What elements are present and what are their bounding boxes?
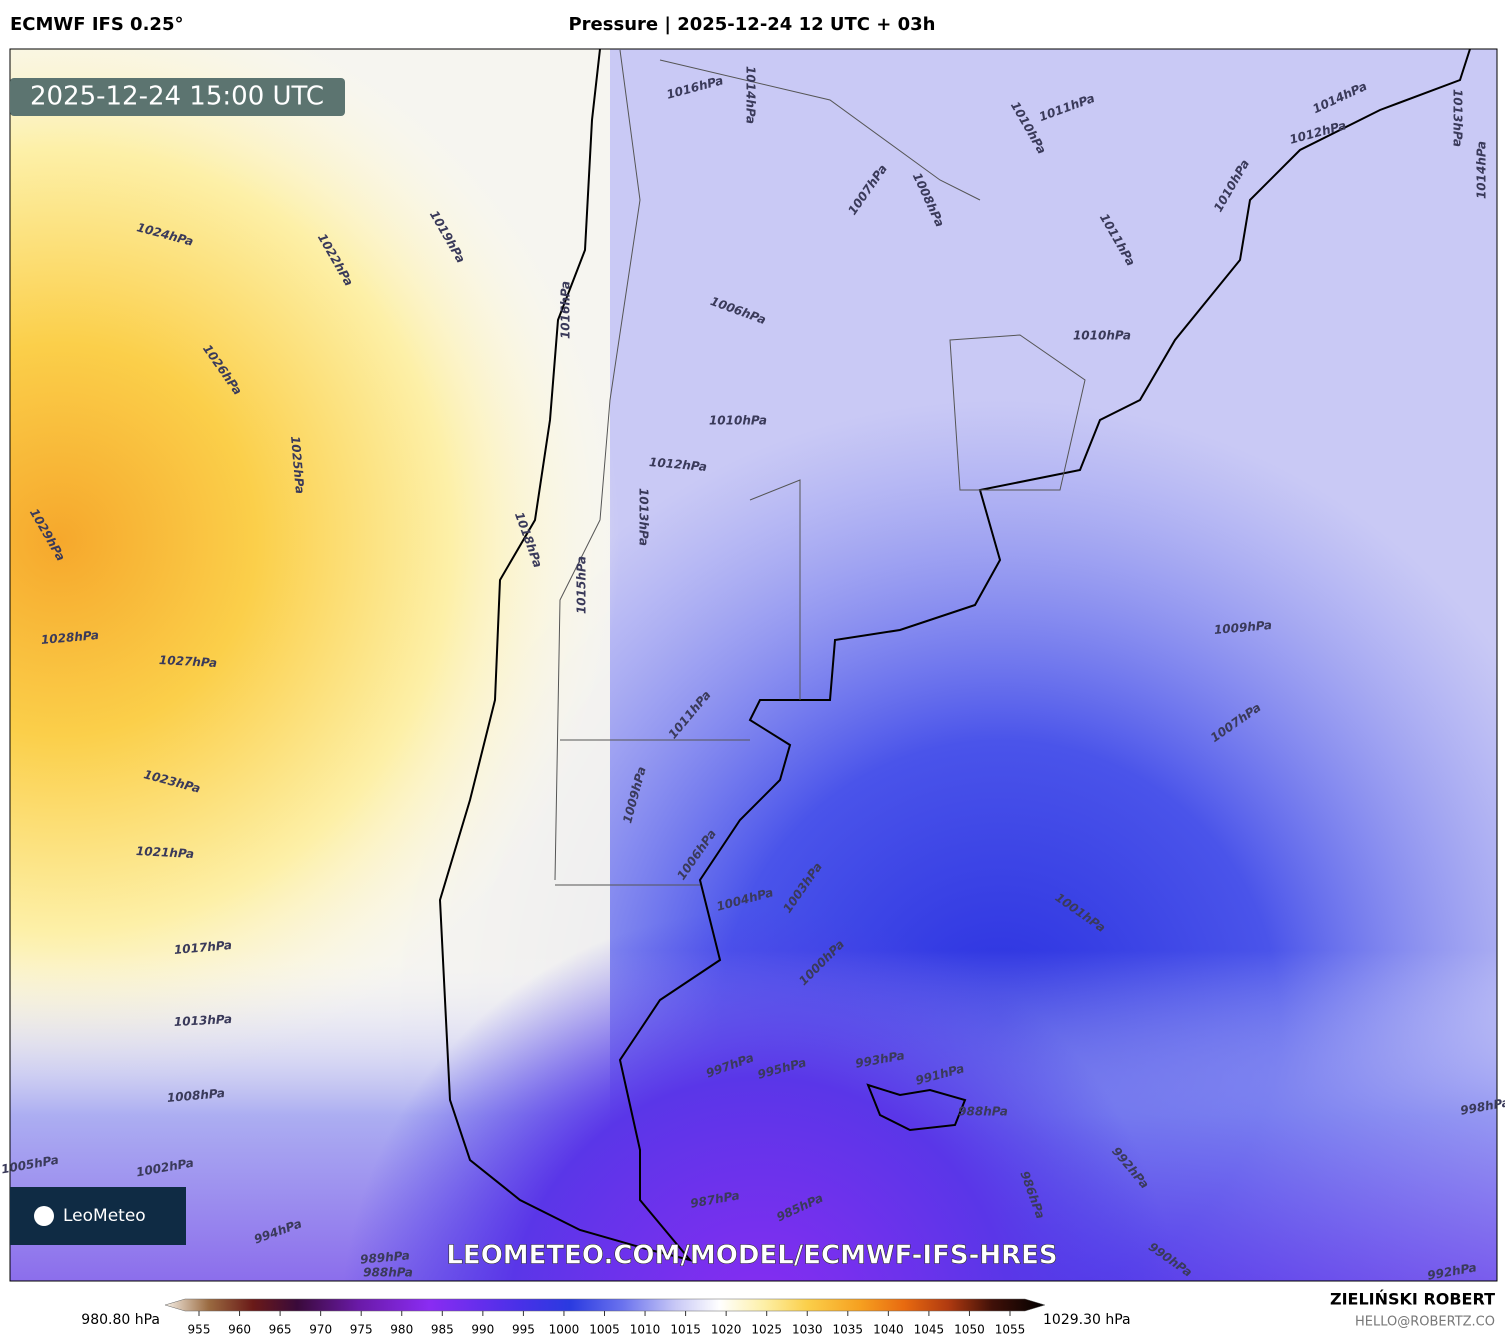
isobar-label: 1028hPa — [40, 628, 99, 647]
colorbar-ticks: 955 960 965 970 975 980 985 990 995 1000 1005 1010 1… — [188, 1311, 1026, 1337]
colorbar-tick-label: 1055 — [995, 1323, 1026, 1337]
colorbar-min: 980.80 hPa — [81, 1312, 160, 1328]
watermark: LEOMETEO.COM/MODEL/ECMWF-IFS-HRES — [446, 1241, 1057, 1271]
colorbar-tick-label: 975 — [350, 1323, 373, 1337]
isobar-label: 988hPa — [363, 1266, 413, 1280]
colorbar-tick-label: 1020 — [711, 1323, 742, 1337]
colorbar-max: 1029.30 hPa — [1043, 1312, 1131, 1328]
valid-time: 2025-12-24 15:00 UTC — [30, 82, 324, 112]
map — [10, 49, 1497, 1281]
isobar-label: 1008hPa — [166, 1086, 225, 1105]
isobar-label: 1027hPa — [159, 653, 218, 670]
isobar-label: 1014hPa — [744, 66, 758, 124]
colorbar — [164, 1298, 1046, 1312]
colorbar-tick-label: 1000 — [549, 1323, 580, 1337]
colorbar-tick-label: 985 — [431, 1323, 454, 1337]
isobar-label: 1014hPa — [1475, 141, 1489, 199]
logo-sun — [34, 1206, 54, 1226]
colorbar-tick-label: 1010 — [630, 1323, 661, 1337]
colorbar-tick-label: 1025 — [751, 1323, 782, 1337]
model-name: ECMWF IFS 0.25° — [10, 14, 183, 35]
colorbar-tick-label: 970 — [309, 1323, 332, 1337]
isobar-label: 989hPa — [360, 1248, 411, 1266]
isobar-label: 1025hPa — [288, 435, 307, 494]
logo-text: LeoMeteo — [63, 1206, 146, 1226]
credit-name: ZIELIŃSKI ROBERT — [1330, 1290, 1495, 1309]
isobar-label: 1013hPa — [637, 488, 651, 546]
isobar-label: 1017hPa — [173, 938, 232, 957]
isobar-label: 1015hPa — [575, 556, 589, 614]
colorbar-tick-label: 1040 — [873, 1323, 904, 1337]
isobar-label: 1009hPa — [1213, 618, 1272, 637]
colorbar-tick-label: 1035 — [833, 1323, 864, 1337]
colorbar-tick-label: 980 — [390, 1323, 413, 1337]
chart-title: Pressure | 2025-12-24 12 UTC + 03h — [568, 14, 935, 35]
colorbar-tick-label: 995 — [512, 1323, 535, 1337]
colorbar-tick-label: 965 — [269, 1323, 292, 1337]
colorbar-tick-label: 1045 — [914, 1323, 945, 1337]
colorbar-tick-label: 955 — [188, 1323, 211, 1337]
time-badge — [10, 78, 345, 116]
isobar-label: 1016hPa — [559, 281, 573, 339]
isobar-label: 1010hPa — [1073, 329, 1131, 343]
isobar-label: 1012hPa — [649, 455, 708, 474]
colorbar-tick-label: 1005 — [589, 1323, 620, 1337]
colorbar-tick-label: 1030 — [792, 1323, 823, 1337]
isobar-label: 988hPa — [958, 1105, 1008, 1119]
isobar-label: 1010hPa — [709, 414, 767, 428]
colorbar-tick-label: 1050 — [954, 1323, 985, 1337]
credit-email: HELLO@ROBERTZ.CO — [1355, 1315, 1495, 1330]
colorbar-tick-label: 1015 — [670, 1323, 701, 1337]
isobar-label: 1013hPa — [1451, 89, 1465, 147]
isobar-label: 1021hPa — [136, 844, 195, 861]
colorbar-tick-label: 990 — [471, 1323, 494, 1337]
isobar-label: 1013hPa — [174, 1012, 233, 1029]
colorbar-tick-label: 960 — [228, 1323, 251, 1337]
